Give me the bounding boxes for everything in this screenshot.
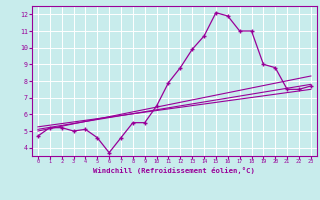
X-axis label: Windchill (Refroidissement éolien,°C): Windchill (Refroidissement éolien,°C) (93, 167, 255, 174)
